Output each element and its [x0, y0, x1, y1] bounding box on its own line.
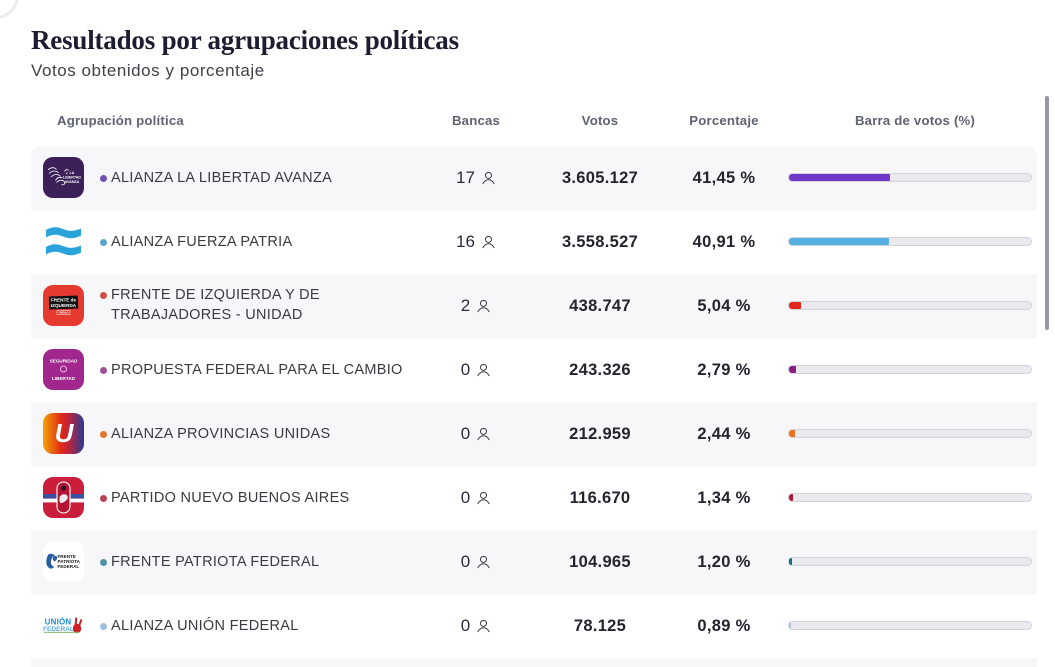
svg-text:IZQUIERDA: IZQUIERDA	[51, 303, 77, 308]
svg-text:PATRIOTA: PATRIOTA	[58, 559, 81, 564]
svg-text:SEGURIDAD: SEGURIDAD	[50, 359, 78, 364]
svg-text:FEDERAL: FEDERAL	[43, 626, 74, 633]
svg-text:UNIÓN: UNIÓN	[45, 618, 72, 627]
svg-text:LIBERTAD: LIBERTAD	[52, 376, 76, 381]
svg-text:LIBERTAD: LIBERTAD	[63, 176, 81, 180]
svg-text:AVANZA: AVANZA	[65, 180, 80, 184]
svg-text:U: U	[55, 418, 75, 448]
svg-text:FRENTE: FRENTE	[58, 554, 76, 559]
svg-text:UNIDAD: UNIDAD	[58, 311, 68, 315]
svg-text:FEDERAL: FEDERAL	[58, 564, 80, 569]
svg-text:LA: LA	[70, 171, 75, 175]
svg-text:FRENTE de: FRENTE de	[51, 298, 76, 303]
